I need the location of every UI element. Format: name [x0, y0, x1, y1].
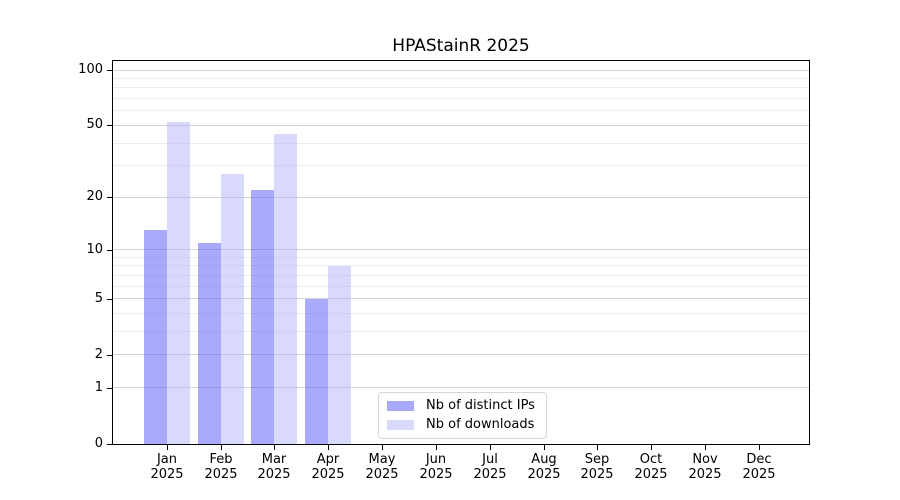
x-axis-tick-mark: [221, 444, 222, 450]
bar-nb-of-distinct-ips-feb: [198, 243, 221, 444]
y-axis-tick-label: 0: [94, 436, 103, 451]
y-axis-tick-label: 10: [86, 242, 103, 257]
y-axis-tick-label: 2: [94, 347, 103, 362]
gridline-minor: [113, 98, 809, 99]
gridline-major: [113, 70, 809, 71]
y-axis-tick-mark: [107, 299, 113, 300]
gridline-minor: [113, 331, 809, 332]
x-axis-month-label: Jun 2025: [419, 452, 453, 482]
legend-item-downloads: Nb of downloads: [387, 418, 535, 432]
bar-nb-of-distinct-ips-mar: [251, 190, 274, 444]
gridline-major: [113, 387, 809, 388]
x-axis-month-label: Feb 2025: [204, 452, 238, 482]
legend: Nb of distinct IPs Nb of downloads: [378, 392, 547, 439]
x-axis-month-label: Aug 2025: [527, 452, 561, 482]
x-axis-tick-mark: [167, 444, 168, 450]
bar-nb-of-downloads-feb: [221, 174, 244, 444]
chart-title: HPAStainR 2025: [392, 36, 530, 56]
x-axis-tick-mark: [382, 444, 383, 450]
legend-label-downloads: Nb of downloads: [426, 417, 535, 432]
y-axis-tick-label: 100: [78, 62, 103, 77]
bar-nb-of-distinct-ips-jan: [144, 230, 167, 444]
gridline-minor: [113, 143, 809, 144]
legend-label-distinct-ips: Nb of distinct IPs: [426, 398, 535, 413]
y-axis-tick-mark: [107, 250, 113, 251]
x-axis-month-label: Nov 2025: [688, 452, 722, 482]
gridline-minor: [113, 286, 809, 287]
y-axis-tick-label: 1: [94, 380, 103, 395]
y-axis-tick-label: 5: [94, 291, 103, 306]
x-axis-month-label: May 2025: [365, 452, 399, 482]
x-axis-tick-mark: [759, 444, 760, 450]
y-axis-tick-mark: [107, 355, 113, 356]
gridline-minor: [113, 265, 809, 266]
x-axis-tick-mark: [651, 444, 652, 450]
x-axis-tick-mark: [597, 444, 598, 450]
y-axis-tick-mark: [107, 125, 113, 126]
x-axis-month-label: Sep 2025: [580, 452, 614, 482]
x-axis-month-label: Dec 2025: [742, 452, 776, 482]
gridline-minor: [113, 257, 809, 258]
legend-item-distinct-ips: Nb of distinct IPs: [387, 399, 535, 413]
y-axis-tick-mark: [107, 388, 113, 389]
legend-swatch-downloads: [387, 420, 414, 430]
y-axis-tick-mark: [107, 197, 113, 198]
gridline-minor: [113, 275, 809, 276]
gridline-minor: [113, 313, 809, 314]
x-axis-month-label: Mar 2025: [257, 452, 291, 482]
x-axis-tick-mark: [490, 444, 491, 450]
bar-nb-of-distinct-ips-apr: [305, 299, 328, 444]
y-axis-tick-mark: [107, 70, 113, 71]
gridline-minor: [113, 110, 809, 111]
gridline-major: [113, 298, 809, 299]
x-axis-tick-mark: [436, 444, 437, 450]
bar-nb-of-downloads-mar: [274, 134, 297, 444]
y-axis-tick-label: 50: [86, 117, 103, 132]
gridline-major: [113, 249, 809, 250]
plot-area: [112, 60, 810, 445]
x-axis-tick-mark: [705, 444, 706, 450]
gridline-minor: [113, 87, 809, 88]
legend-swatch-distinct-ips: [387, 401, 414, 411]
x-axis-month-label: Jan 2025: [150, 452, 184, 482]
bar-nb-of-downloads-jan: [167, 122, 190, 444]
gridline-minor: [113, 165, 809, 166]
x-axis-month-label: Apr 2025: [311, 452, 345, 482]
gridline-major: [113, 197, 809, 198]
y-axis-tick-mark: [107, 444, 113, 445]
x-axis-tick-mark: [544, 444, 545, 450]
gridline-minor: [113, 78, 809, 79]
gridline-major: [113, 354, 809, 355]
bar-nb-of-downloads-apr: [328, 266, 351, 444]
gridline-major: [113, 125, 809, 126]
x-axis-month-label: Oct 2025: [634, 452, 668, 482]
x-axis-tick-mark: [328, 444, 329, 450]
x-axis-tick-mark: [274, 444, 275, 450]
y-axis-tick-label: 20: [86, 189, 103, 204]
x-axis-month-label: Jul 2025: [473, 452, 507, 482]
